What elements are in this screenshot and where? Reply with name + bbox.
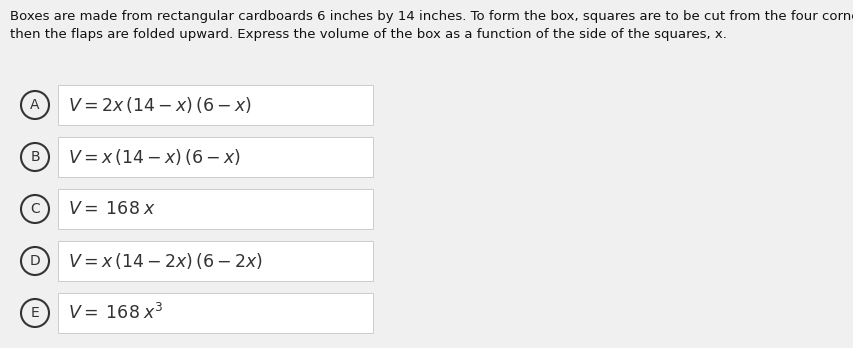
FancyBboxPatch shape <box>58 85 373 125</box>
FancyBboxPatch shape <box>58 293 373 333</box>
Text: E: E <box>31 306 39 320</box>
Text: A: A <box>30 98 40 112</box>
Text: C: C <box>30 202 40 216</box>
Text: then the flaps are folded upward. Express the volume of the box as a function of: then the flaps are folded upward. Expres… <box>10 28 726 41</box>
Text: $V = x\,(14 - x)\,(6 - x)$: $V = x\,(14 - x)\,(6 - x)$ <box>68 147 241 167</box>
Text: D: D <box>30 254 40 268</box>
FancyBboxPatch shape <box>58 189 373 229</box>
Text: Boxes are made from rectangular cardboards 6 inches by 14 inches. To form the bo: Boxes are made from rectangular cardboar… <box>10 10 853 23</box>
Text: B: B <box>30 150 40 164</box>
FancyBboxPatch shape <box>58 241 373 281</box>
Text: $V = 2x\,(14 - x)\,(6 - x)$: $V = 2x\,(14 - x)\,(6 - x)$ <box>68 95 252 115</box>
Text: $V =\;168\;x$: $V =\;168\;x$ <box>68 200 156 218</box>
FancyBboxPatch shape <box>58 137 373 177</box>
Text: $V =\;168\;x^3$: $V =\;168\;x^3$ <box>68 303 164 323</box>
Text: $V = x\,(14 - 2x)\,(6 - 2x)$: $V = x\,(14 - 2x)\,(6 - 2x)$ <box>68 251 263 271</box>
